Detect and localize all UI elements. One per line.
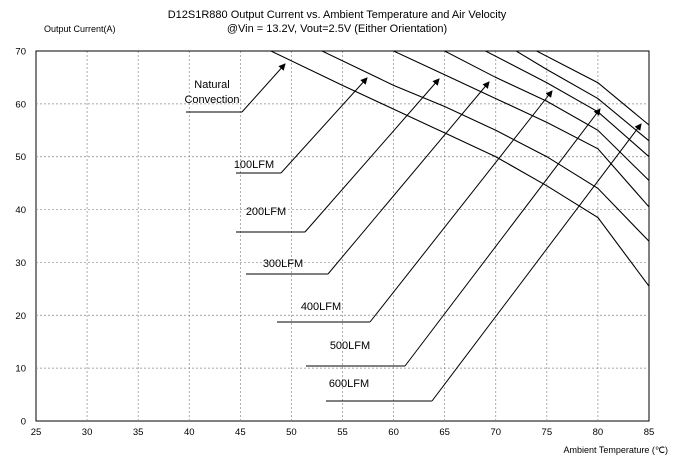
y-tick-label: 70 (15, 47, 26, 58)
series-label-100lfm: 100LFM (234, 159, 274, 171)
x-tick-label: 55 (337, 427, 348, 438)
series-line-100lfm (36, 50, 650, 242)
series-label-300lfm: 300LFM (263, 258, 303, 270)
series-label-200lfm: 200LFM (246, 206, 286, 218)
series-lines (36, 50, 650, 287)
x-tick-label: 80 (593, 427, 604, 438)
x-tick-label: 85 (644, 427, 655, 438)
x-ticks: 25 30 35 40 45 50 55 60 65 70 75 80 85 (31, 427, 655, 438)
x-axis-label: Ambient Temperature (℃) (564, 445, 668, 455)
x-tick-label: 25 (31, 427, 42, 438)
series-annotations: Natural Convection 100LFM 200LFM 300LFM 400LF… (184, 63, 642, 402)
series-label-natural-convection: Natural (194, 79, 229, 91)
series-line-natural-convection (36, 50, 650, 287)
series-label-natural-convection: Convection (184, 94, 239, 106)
x-tick-label: 50 (286, 427, 297, 438)
series-line-600lfm (36, 50, 650, 126)
y-ticks: 0 10 20 30 40 50 60 70 (15, 47, 26, 428)
leader-arrow (304, 78, 440, 233)
x-tick-label: 70 (490, 427, 501, 438)
leader-arrow (241, 63, 286, 113)
series-label-400lfm: 400LFM (301, 301, 341, 313)
leader-arrow (431, 123, 642, 402)
chart-title: D12S1R880 Output Current vs. Ambient Tem… (168, 9, 507, 21)
x-tick-label: 35 (133, 427, 144, 438)
x-tick-label: 40 (184, 427, 195, 438)
y-tick-label: 40 (15, 205, 26, 216)
x-tick-label: 60 (388, 427, 399, 438)
chart-subtitle: @Vin = 13.2V, Vout=2.5V (Either Orientat… (227, 23, 447, 35)
y-tick-label: 0 (21, 417, 26, 428)
y-tick-label: 60 (15, 99, 26, 110)
series-label-600lfm: 600LFM (329, 378, 369, 390)
x-tick-label: 45 (235, 427, 246, 438)
y-tick-label: 20 (15, 311, 26, 322)
y-tick-label: 10 (15, 364, 26, 375)
leader-arrow (280, 77, 368, 174)
grid (36, 51, 649, 421)
leader-arrow (404, 108, 601, 367)
leader-arrow (327, 81, 490, 275)
y-tick-label: 50 (15, 152, 26, 163)
leader-arrow (369, 90, 553, 323)
y-axis-label: Output Current(A) (44, 24, 116, 34)
x-tick-label: 75 (542, 427, 553, 438)
series-label-500lfm: 500LFM (330, 340, 370, 352)
x-tick-label: 30 (82, 427, 93, 438)
x-tick-label: 65 (439, 427, 450, 438)
y-tick-label: 30 (15, 258, 26, 269)
